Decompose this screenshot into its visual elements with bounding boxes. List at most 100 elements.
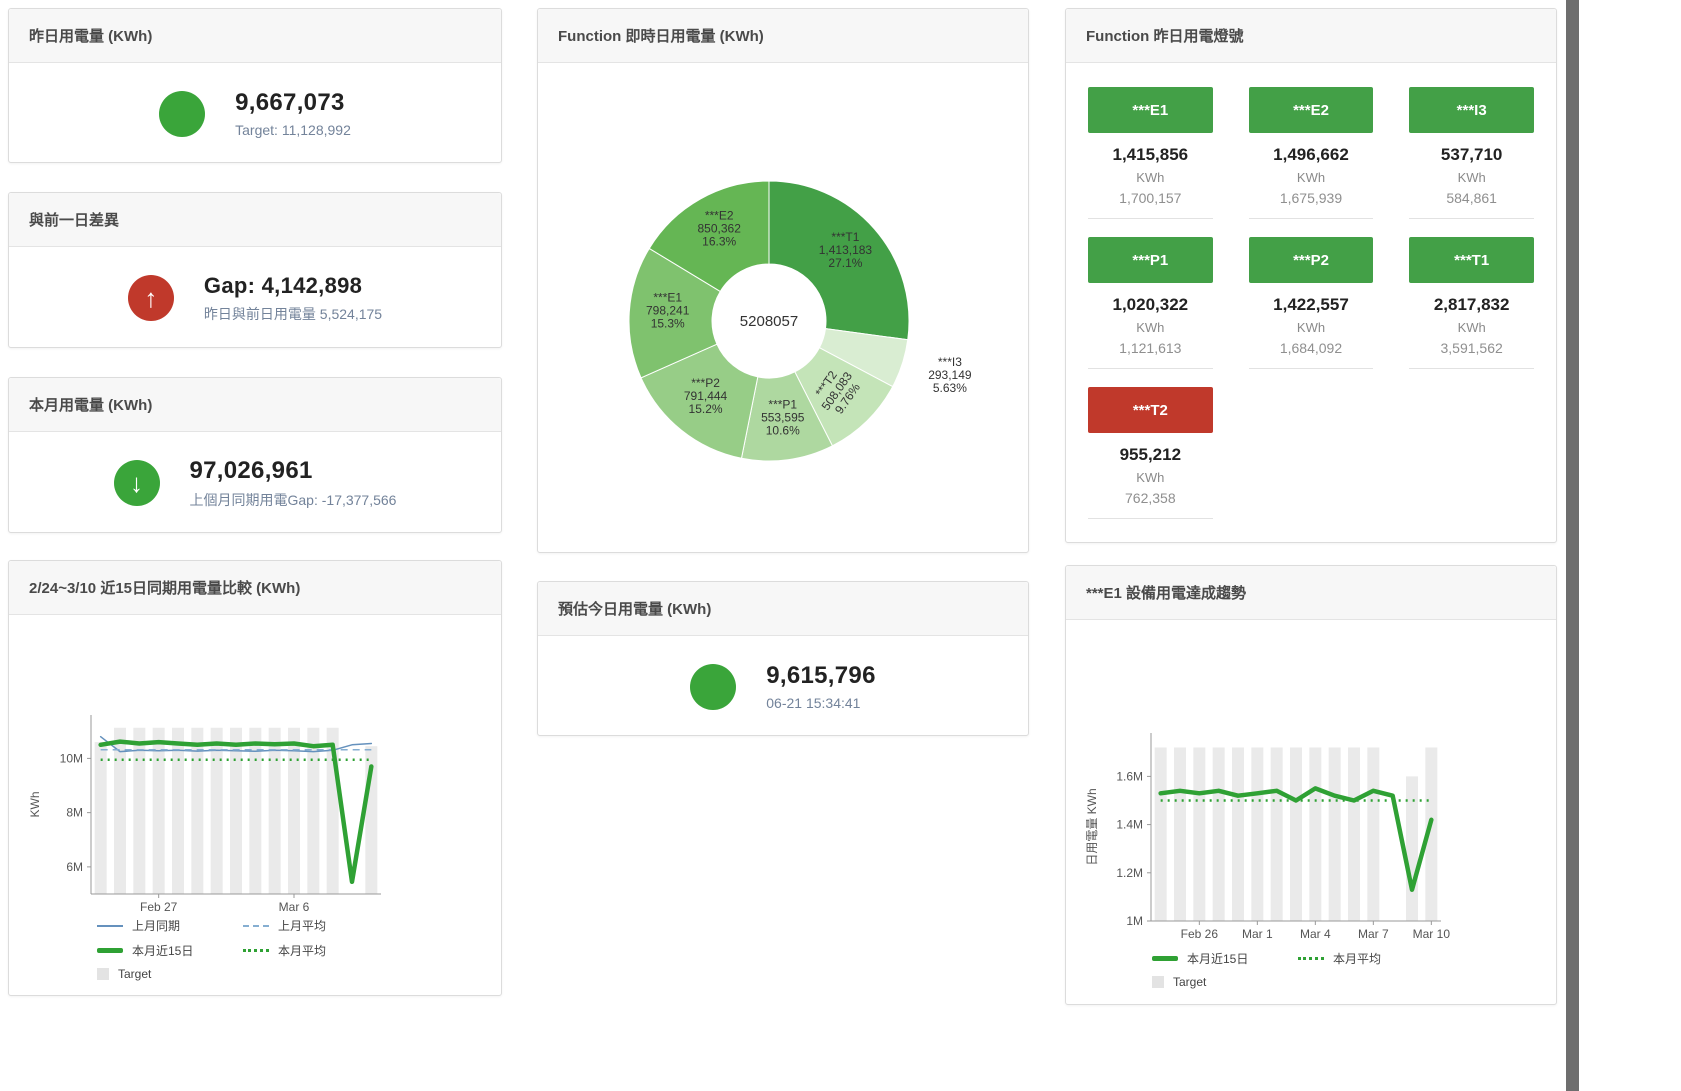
target-bar: [172, 727, 184, 894]
donut-slice-label: ***T1 1,413,183 27.1%: [819, 230, 873, 270]
arrow-down-icon: ↓: [113, 460, 160, 506]
y-tick-label: 8M: [66, 806, 83, 820]
device-target: 1,675,939: [1279, 190, 1343, 206]
device-value: 1,496,662: [1273, 145, 1349, 164]
y-tick-label: 1.4M: [1116, 818, 1143, 832]
legend-swatch-icon: [243, 949, 269, 952]
device-tile: ***I3 537,710 KWh 584,861: [1409, 87, 1534, 219]
device-target: 1,684,092: [1279, 340, 1343, 356]
device-tile-body: 1,496,662 KWh 1,675,939: [1248, 133, 1374, 219]
card-title: Function 即時日用電量 (KWh): [538, 9, 1028, 63]
legend-item[interactable]: 上月同期: [97, 917, 243, 934]
x-tick-label: Mar 7: [1358, 927, 1389, 941]
legend-item[interactable]: 本月平均: [243, 942, 389, 959]
legend-swatch-icon: [97, 948, 123, 953]
device-tile: ***T2 955,212 KWh 762,358: [1088, 387, 1213, 519]
device-tile-body: 955,212 KWh 762,358: [1088, 433, 1213, 519]
legend-swatch-icon: [97, 924, 123, 927]
card-day-gap: 與前一日差異 ↑ Gap: 4,142,898 昨日與前日用電量 5,524,1…: [8, 192, 502, 348]
vertical-scrollbar[interactable]: [1566, 0, 1579, 1091]
legend-label: 本月近15日: [1187, 952, 1249, 966]
legend-label: 上月平均: [278, 919, 327, 933]
x-tick-label: Mar 10: [1413, 927, 1451, 941]
target-bar: [288, 727, 300, 894]
status-circle-icon: [690, 663, 737, 710]
y-tick-label: 10M: [60, 751, 83, 765]
device-tile: ***P2 1,422,557 KWh 1,684,092: [1248, 237, 1374, 369]
card-title: ***E1 設備用電達成趨勢: [1066, 566, 1556, 620]
day-gap-value: Gap: 4,142,898: [203, 272, 363, 298]
device-tile-body: 1,020,322 KWh 1,121,613: [1088, 283, 1213, 369]
legend-item[interactable]: 本月平均: [1298, 950, 1444, 967]
card-device-lights: Function 昨日用電燈號 ***E1 1,415,856 KWh 1,700,1…: [1065, 8, 1557, 543]
target-bar: [326, 727, 339, 894]
target-bar: [1232, 747, 1244, 921]
scrollbar-thumb[interactable]: [1566, 0, 1579, 1091]
target-bar: [1193, 747, 1206, 921]
card-title: 與前一日差異: [9, 193, 501, 247]
target-bar: [191, 727, 204, 894]
realtime-usage-donut-chart[interactable]: ***T1 1,413,183 27.1% ***I3 293,149 5.63% ***T…: [538, 63, 1028, 551]
y-axis-title: 日用電量 KWh: [1085, 788, 1099, 865]
donut-slice[interactable]: [768, 180, 910, 341]
device-value: 2,817,832: [1433, 295, 1510, 314]
target-bar: [1309, 747, 1322, 921]
series-line: [1158, 786, 1434, 892]
legend-item[interactable]: Target: [97, 967, 243, 981]
target-bar: [1367, 747, 1380, 921]
target-bar: [268, 727, 281, 894]
legend-item[interactable]: 本月近15日: [97, 942, 243, 959]
device-tile: ***T1 2,817,832 KWh 3,591,562: [1409, 237, 1534, 369]
card-title: 昨日用電量 (KWh): [9, 9, 501, 63]
e1-trend-chart[interactable]: 1M 1.2M 1.4M 1.6M Feb 26 Mar 1 Mar 4 Mar 7 Mar 1…: [1066, 620, 1556, 950]
legend-item[interactable]: 本月近15日: [1152, 950, 1298, 967]
device-tile-body: 2,817,832 KWh 3,591,562: [1409, 283, 1534, 369]
device-target: 3,591,562: [1440, 340, 1503, 356]
legend-item[interactable]: 上月平均: [243, 917, 389, 934]
card-title: Function 昨日用電燈號: [1066, 9, 1556, 63]
x-tick-label: Feb 26: [1181, 927, 1219, 941]
donut-slice[interactable]: [648, 180, 770, 293]
legend-item[interactable]: Target: [1152, 975, 1298, 989]
device-tile: ***E2 1,496,662 KWh 1,675,939: [1248, 87, 1374, 219]
device-value: 1,422,557: [1273, 295, 1349, 314]
legend-swatch-icon: [1298, 957, 1324, 960]
donut-slice[interactable]: [640, 343, 759, 459]
target-bar: [249, 727, 262, 894]
yesterday-usage-value: 9,667,073: [235, 89, 345, 116]
target-bar: [1290, 747, 1302, 921]
legend-label: 本月平均: [278, 944, 327, 958]
card-title: 預估今日用電量 (KWh): [538, 582, 1028, 636]
card-title: 本月用電量 (KWh): [9, 378, 501, 432]
donut-slice[interactable]: [628, 247, 721, 379]
yesterday-usage-target: Target: 11,128,992: [235, 122, 351, 138]
device-unit: KWh: [1136, 470, 1165, 485]
device-value: 537,710: [1440, 145, 1503, 164]
y-tick-label: 1.6M: [1116, 769, 1143, 783]
month-usage-value: 97,026,961: [189, 456, 313, 484]
target-bar: [1174, 747, 1186, 921]
donut-center-label: 5208057: [740, 313, 798, 330]
device-tile-body: 1,422,557 KWh 1,684,092: [1248, 283, 1374, 369]
today-estimate-value: 9,615,796: [766, 662, 876, 689]
device-name-badge: ***T1: [1409, 237, 1534, 283]
donut-slice-label: ***P2 791,444 15.2%: [684, 376, 728, 416]
device-unit: KWh: [1296, 320, 1326, 335]
card-title: 2/24~3/10 近15日同期用電量比較 (KWh): [9, 561, 501, 615]
card-compare-chart: 2/24~3/10 近15日同期用電量比較 (KWh) 6M 8M 10M Feb 2…: [8, 560, 502, 996]
today-estimate-timestamp: 06-21 15:34:41: [766, 695, 861, 711]
device-target: 584,861: [1446, 190, 1497, 206]
x-tick-label: Mar 6: [279, 900, 310, 914]
legend-label: 本月近15日: [132, 944, 194, 958]
compare-chart[interactable]: 6M 8M 10M Feb 27 Mar 6 KWh: [9, 615, 501, 915]
device-target: 1,121,613: [1119, 340, 1182, 356]
target-bar: [307, 727, 320, 894]
target-bar: [152, 727, 165, 894]
card-realtime-donut: Function 即時日用電量 (KWh) ***T1 1,413,183 27.1…: [537, 8, 1029, 553]
device-tile-body: 537,710 KWh 584,861: [1409, 133, 1534, 219]
device-unit: KWh: [1136, 320, 1165, 335]
kpi-body: 9,615,796 06-21 15:34:41: [538, 636, 1028, 737]
device-name-badge: ***P2: [1248, 237, 1374, 283]
legend-swatch-icon: [97, 968, 109, 980]
arrow-up-icon: ↑: [127, 275, 174, 321]
